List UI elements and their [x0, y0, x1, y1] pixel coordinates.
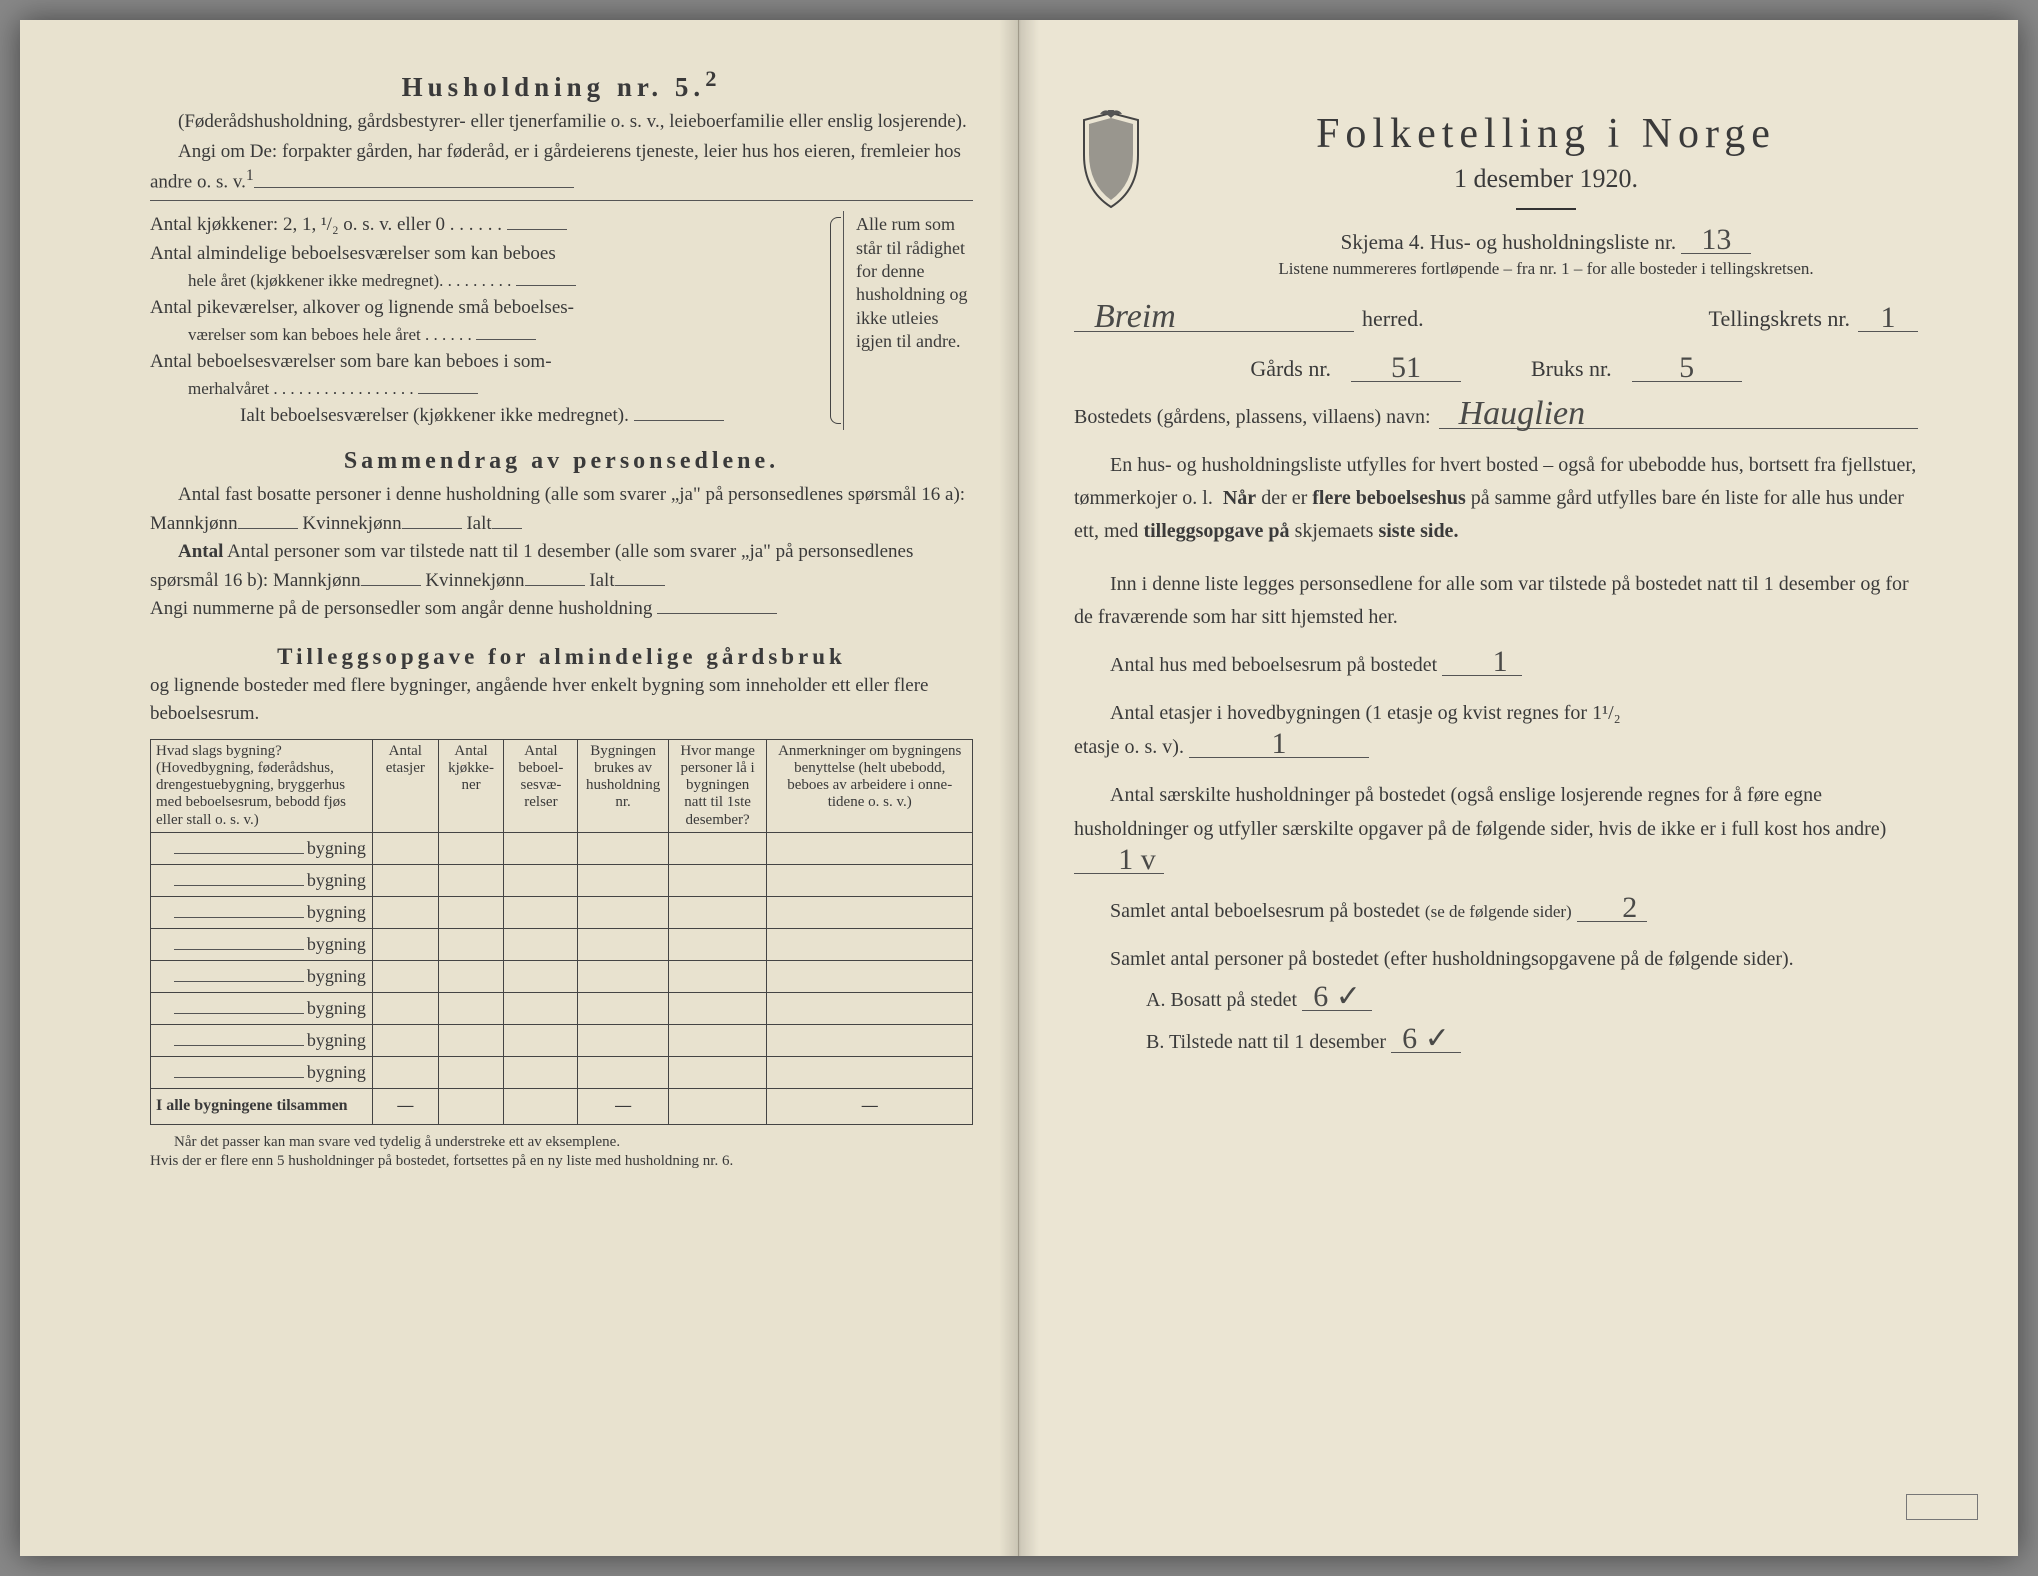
rooms-1: Antal almindelige beboelsesværelser som …: [150, 240, 843, 294]
table-header: Hvor mange personer lå i bygningen natt …: [668, 739, 767, 832]
title-rule: [1516, 208, 1576, 210]
summary-heading: Sammendrag av personsedlene.: [150, 448, 973, 475]
table-row: bygning: [151, 1056, 973, 1088]
q5b-value: 6 ✓: [1391, 1027, 1461, 1053]
footnote-ref: 2: [705, 66, 721, 91]
table-header: Antal beboel­sesvæ­relser: [504, 739, 578, 832]
household-5-title: Husholdning nr. 5.2: [150, 66, 973, 103]
table-header: Antal kjøkke­ner: [438, 739, 504, 832]
q1-value: 1: [1442, 650, 1522, 676]
krets-value: 1: [1858, 306, 1918, 332]
instruction-para-2: Inn i denne liste legges personsedlene f…: [1074, 568, 1918, 634]
document-spread: Husholdning nr. 5.2 (Føderådshusholdning…: [20, 20, 2018, 1556]
numbering-note: Listene nummereres fortløpende – fra nr.…: [1174, 259, 1918, 279]
rooms-3: Antal beboelsesværelser som bare kan beb…: [150, 348, 843, 402]
table-row: bygning: [151, 1024, 973, 1056]
table-row: bygning: [151, 960, 973, 992]
q1-houses: Antal hus med beboelsesrum på bostedet 1: [1074, 648, 1918, 682]
q5-persons: Samlet antal personer på bostedet (efter…: [1074, 942, 1918, 976]
table-header: Hvad slags bygning? (Hovedbygning, føder…: [151, 739, 373, 832]
table-total-row: I alle bygningene tilsammen — — —: [151, 1088, 973, 1124]
bruks-value: 5: [1632, 356, 1742, 382]
table-row: bygning: [151, 832, 973, 864]
herred-row: Breim herred. Tellingskrets nr. 1: [1074, 303, 1918, 332]
gards-value: 51: [1351, 356, 1461, 382]
q5b: B. Tilstede natt til 1 desember 6 ✓: [1074, 1024, 1918, 1060]
main-title: Folketelling i Norge: [1174, 110, 1918, 158]
header-block: Folketelling i Norge 1 desember 1920. Sk…: [1074, 110, 1918, 279]
form-number-value: 13: [1681, 228, 1751, 254]
q3-value: 1 v: [1074, 848, 1164, 874]
addendum-sub: og lignende bosteder med flere bygninger…: [150, 672, 973, 729]
divider: [150, 200, 973, 201]
left-footnote: Når det passer kan man svare ved tydelig…: [150, 1133, 973, 1171]
q2-value: 1: [1189, 732, 1369, 758]
q5a-value: 6 ✓: [1302, 985, 1372, 1011]
table-header: Antal etasjer: [372, 739, 438, 832]
q2-floors-cont: etasje o. s. v). 1: [1074, 730, 1918, 764]
rooms-total: Ialt beboelsesværelser (kjøkkener ikke m…: [150, 402, 843, 431]
table-row: bygning: [151, 896, 973, 928]
right-page: Folketelling i Norge 1 desember 1920. Sk…: [1019, 20, 2018, 1556]
table-header: Bygningen brukes av hushold­ning nr.: [578, 739, 668, 832]
q5a: A. Bosatt på stedet 6 ✓: [1074, 982, 1918, 1018]
q4-value: 2: [1577, 896, 1647, 922]
printer-stamp: [1906, 1494, 1978, 1520]
herred-value: Breim: [1074, 303, 1354, 332]
gards-bruks-row: Gårds nr. 51 Bruks nr. 5: [1074, 356, 1918, 382]
table-row: bygning: [151, 928, 973, 960]
rooms-block: Antal kjøkkener: 2, 1, ¹/₂ o. s. v. elle…: [150, 211, 973, 430]
bosted-row: Bostedets (gårdens, plassens, villaens) …: [1074, 400, 1918, 429]
q4-rooms: Samlet antal beboelsesrum på bostedet (s…: [1074, 894, 1918, 928]
household-5-instruction: Angi om De: forpakter gården, har føderå…: [150, 139, 973, 197]
kitchens-line: Antal kjøkkener: 2, 1, ¹/₂ o. s. v. elle…: [150, 211, 843, 240]
table-total-label: I alle bygningene tilsammen: [151, 1088, 373, 1124]
addendum-heading: Tilleggsopgave for almindelige gårdsbruk: [150, 644, 973, 670]
buildings-table: Hvad slags bygning? (Hovedbygning, føder…: [150, 739, 973, 1125]
bosted-value: Hauglien: [1439, 400, 1918, 429]
instruction-para-1: En hus- og husholdningsliste utfylles fo…: [1074, 449, 1918, 548]
summary-line-2: Antal Antal personer som var tilstede na…: [150, 538, 973, 595]
rooms-2: Antal pikeværelser, alkover og lignende …: [150, 294, 843, 348]
household-5-subtitle: (Føderådshusholdning, gårdsbestyrer- ell…: [150, 109, 973, 135]
table-row: bygning: [151, 992, 973, 1024]
crest-icon: [1074, 110, 1148, 215]
table-header: Anmerkninger om bygnin­gens benyttelse (…: [767, 739, 973, 832]
table-row: bygning: [151, 864, 973, 896]
rooms-side-note: Alle rum som står til rådighet for denne…: [843, 211, 973, 430]
form-number-line: Skjema 4. Hus- og husholdningsliste nr. …: [1174, 228, 1918, 255]
summary-line-3: Angi nummerne på de personsedler som ang…: [150, 595, 973, 624]
summary-line-1: Antal fast bosatte personer i denne hush…: [150, 481, 973, 538]
q2-floors: Antal etasjer i hovedbygningen (1 etasje…: [1074, 696, 1918, 730]
q3-households: Antal særskilte husholdninger på bostede…: [1074, 778, 1918, 880]
census-date: 1 desember 1920.: [1174, 164, 1918, 194]
left-page: Husholdning nr. 5.2 (Føderådshusholdning…: [20, 20, 1019, 1556]
